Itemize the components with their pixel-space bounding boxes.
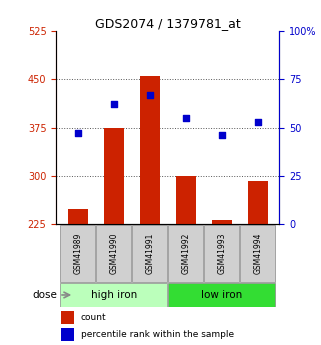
Point bbox=[183, 115, 188, 121]
Text: GSM41992: GSM41992 bbox=[181, 233, 190, 274]
Text: GSM41990: GSM41990 bbox=[109, 233, 118, 274]
Text: GSM41994: GSM41994 bbox=[253, 233, 262, 274]
Text: GSM41993: GSM41993 bbox=[217, 233, 226, 274]
Point bbox=[147, 92, 152, 98]
FancyBboxPatch shape bbox=[97, 225, 131, 282]
Text: count: count bbox=[81, 313, 106, 322]
FancyBboxPatch shape bbox=[169, 225, 203, 282]
Bar bbox=[61, 311, 74, 324]
Point bbox=[75, 131, 80, 136]
Point bbox=[111, 102, 116, 107]
Text: percentile rank within the sample: percentile rank within the sample bbox=[81, 330, 234, 339]
FancyBboxPatch shape bbox=[240, 225, 275, 282]
Text: dose: dose bbox=[32, 290, 57, 300]
Bar bbox=[68, 209, 88, 224]
FancyBboxPatch shape bbox=[60, 225, 95, 282]
FancyBboxPatch shape bbox=[133, 225, 167, 282]
Bar bbox=[61, 328, 74, 341]
Point bbox=[219, 132, 224, 138]
Bar bbox=[248, 181, 268, 224]
Text: GSM41991: GSM41991 bbox=[145, 233, 154, 274]
Text: low iron: low iron bbox=[201, 290, 242, 300]
Text: high iron: high iron bbox=[91, 290, 137, 300]
Bar bbox=[212, 220, 231, 224]
FancyBboxPatch shape bbox=[169, 283, 275, 307]
Title: GDS2074 / 1379781_at: GDS2074 / 1379781_at bbox=[95, 17, 241, 30]
FancyBboxPatch shape bbox=[204, 225, 239, 282]
Point bbox=[255, 119, 260, 125]
FancyBboxPatch shape bbox=[60, 283, 167, 307]
Bar bbox=[176, 176, 195, 224]
Text: GSM41989: GSM41989 bbox=[73, 233, 82, 274]
Bar bbox=[140, 76, 160, 224]
Bar bbox=[104, 128, 124, 224]
